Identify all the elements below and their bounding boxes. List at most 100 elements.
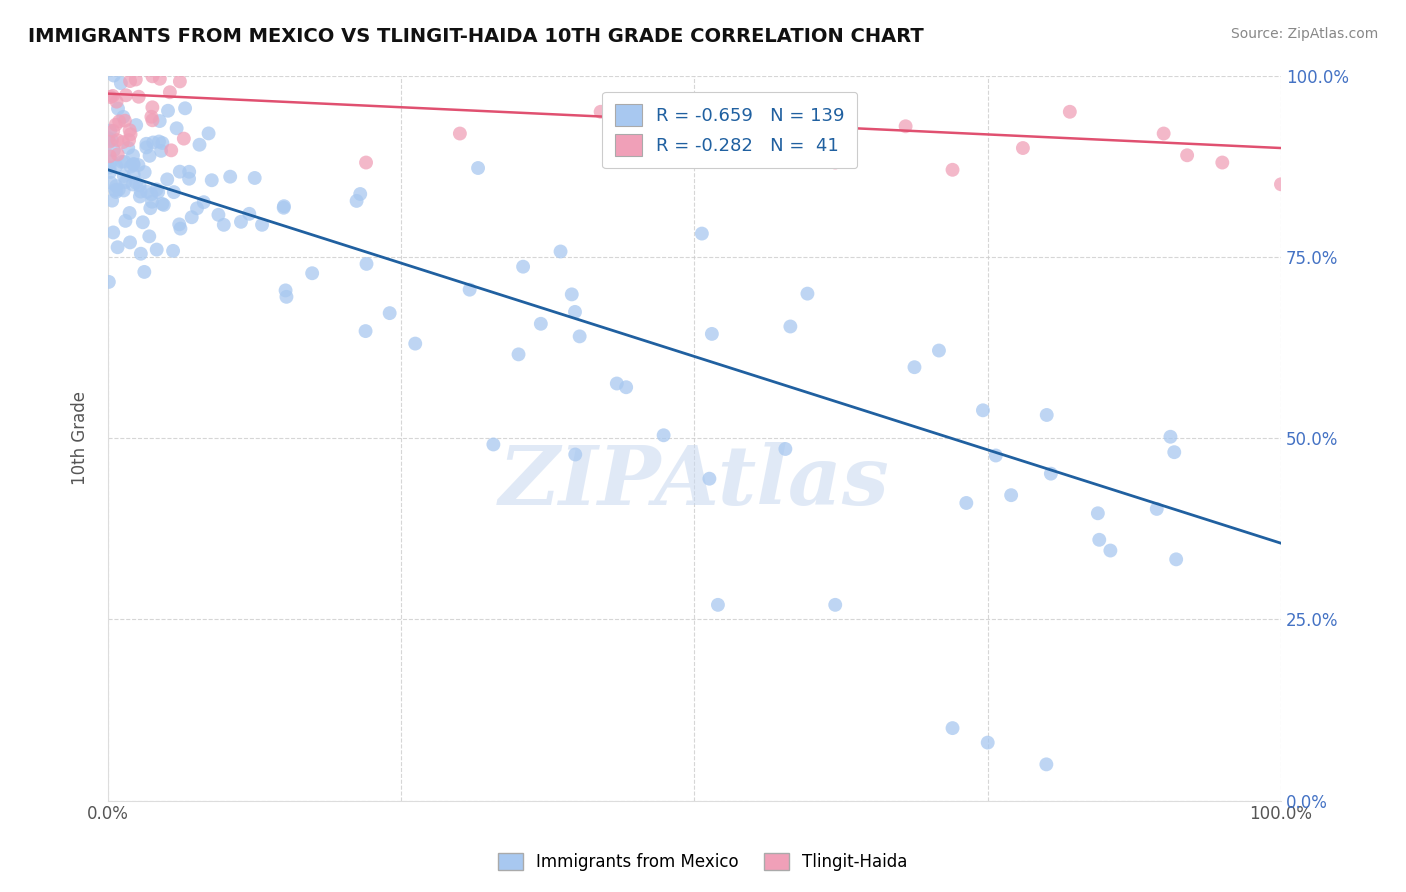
Point xyxy=(1012,141,1035,155)
Point xyxy=(101,133,124,147)
Point xyxy=(105,159,128,173)
Point xyxy=(117,141,139,155)
Point xyxy=(129,246,152,260)
Point xyxy=(97,131,120,145)
Point xyxy=(179,165,201,179)
Point xyxy=(550,244,572,259)
Point xyxy=(118,133,141,147)
Point xyxy=(122,148,145,162)
Point xyxy=(207,208,229,222)
Point xyxy=(354,324,377,338)
Legend: R = -0.659   N = 139, R = -0.282   N =  41: R = -0.659 N = 139, R = -0.282 N = 41 xyxy=(602,92,858,169)
Point xyxy=(127,158,149,172)
Point xyxy=(103,226,125,240)
Text: IMMIGRANTS FROM MEXICO VS TLINGIT-HAIDA 10TH GRADE CORRELATION CHART: IMMIGRANTS FROM MEXICO VS TLINGIT-HAIDA … xyxy=(28,27,924,45)
Point xyxy=(561,287,583,301)
Point xyxy=(1211,155,1233,169)
Point xyxy=(188,137,211,152)
Point xyxy=(134,165,156,179)
Point xyxy=(114,154,136,169)
Point xyxy=(1153,127,1175,141)
Point xyxy=(273,199,295,213)
Point xyxy=(125,176,148,190)
Point xyxy=(169,164,191,178)
Y-axis label: 10th Grade: 10th Grade xyxy=(72,391,89,485)
Point xyxy=(467,161,489,175)
Point xyxy=(107,183,129,197)
Point xyxy=(707,598,730,612)
Point xyxy=(186,202,208,216)
Point xyxy=(121,178,143,192)
Point xyxy=(114,113,136,128)
Point xyxy=(111,135,134,149)
Text: Source: ZipAtlas.com: Source: ZipAtlas.com xyxy=(1230,27,1378,41)
Point xyxy=(103,69,125,83)
Point xyxy=(122,158,145,172)
Point xyxy=(132,215,155,229)
Point xyxy=(104,183,127,197)
Point xyxy=(589,104,612,119)
Point xyxy=(156,172,179,186)
Point xyxy=(212,218,235,232)
Point xyxy=(128,178,150,193)
Point xyxy=(118,206,141,220)
Point xyxy=(1035,408,1057,422)
Point xyxy=(100,90,122,104)
Point xyxy=(180,211,202,225)
Point xyxy=(105,179,128,194)
Point xyxy=(98,161,121,175)
Point xyxy=(122,157,145,171)
Point xyxy=(114,175,136,189)
Point xyxy=(1175,148,1198,162)
Point xyxy=(138,149,160,163)
Text: ZIPAtlas: ZIPAtlas xyxy=(499,442,890,522)
Point xyxy=(107,147,129,161)
Point xyxy=(273,201,295,215)
Point xyxy=(984,449,1007,463)
Point xyxy=(118,123,141,137)
Point xyxy=(148,135,170,149)
Point xyxy=(141,113,163,128)
Point xyxy=(105,133,128,147)
Point xyxy=(107,102,129,116)
Point xyxy=(1088,533,1111,547)
Point xyxy=(699,472,721,486)
Point xyxy=(356,257,378,271)
Point xyxy=(700,326,723,341)
Point xyxy=(173,131,195,145)
Point xyxy=(120,74,142,88)
Point xyxy=(1000,488,1022,502)
Point xyxy=(101,194,124,208)
Point xyxy=(141,100,163,114)
Legend: Immigrants from Mexico, Tlingit-Haida: Immigrants from Mexico, Tlingit-Haida xyxy=(489,845,917,880)
Point xyxy=(449,127,471,141)
Point xyxy=(118,235,141,250)
Point xyxy=(458,283,481,297)
Point xyxy=(122,167,145,181)
Point xyxy=(169,221,191,235)
Point xyxy=(301,266,323,280)
Point xyxy=(112,183,135,197)
Point xyxy=(120,128,142,142)
Point xyxy=(112,110,135,124)
Point xyxy=(824,598,846,612)
Point xyxy=(530,317,553,331)
Point xyxy=(104,185,127,199)
Point xyxy=(129,185,152,199)
Point xyxy=(135,136,157,151)
Point xyxy=(568,329,591,343)
Point xyxy=(100,154,122,169)
Point xyxy=(1159,430,1181,444)
Point xyxy=(977,736,1000,750)
Point xyxy=(955,496,977,510)
Point xyxy=(564,448,586,462)
Point xyxy=(779,319,801,334)
Point xyxy=(103,144,125,158)
Point xyxy=(101,89,124,103)
Point xyxy=(134,265,156,279)
Point xyxy=(156,103,179,118)
Point xyxy=(149,114,172,128)
Point xyxy=(1146,502,1168,516)
Point xyxy=(108,114,131,128)
Point xyxy=(508,347,530,361)
